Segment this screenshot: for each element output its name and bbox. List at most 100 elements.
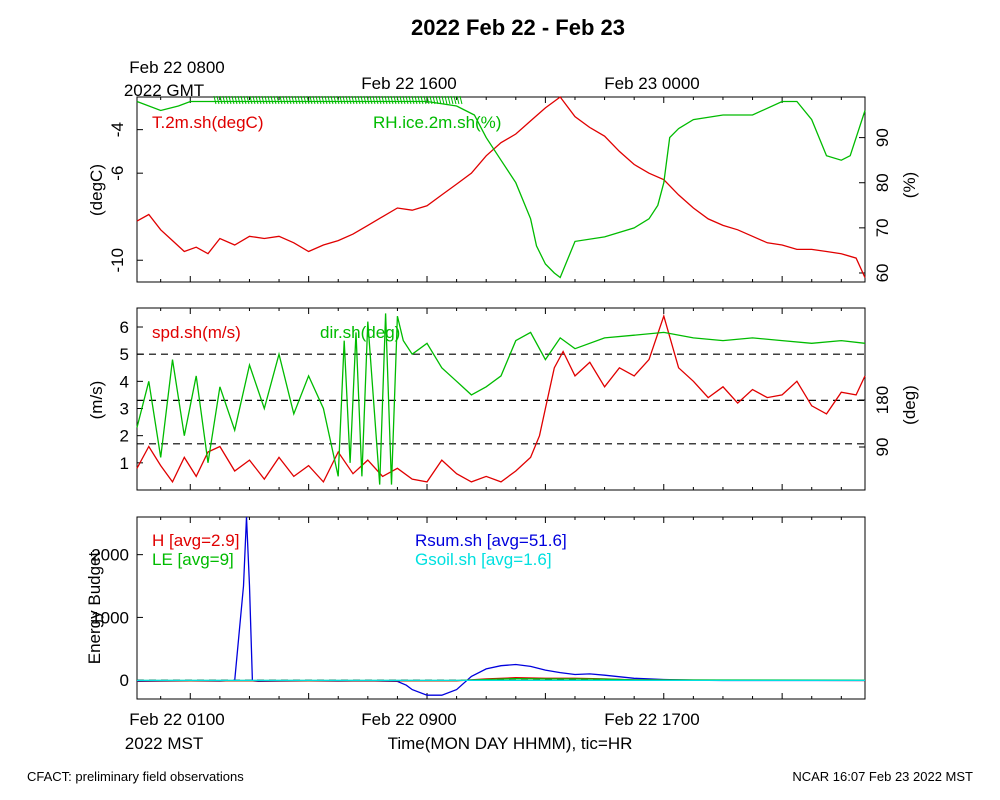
y-tick-label-right: 70 xyxy=(873,218,892,237)
saturation-marker xyxy=(276,95,280,105)
y-tick-label-left: -4 xyxy=(108,122,127,137)
saturation-marker xyxy=(333,95,337,105)
saturation-marker xyxy=(324,95,328,105)
saturation-marker xyxy=(390,95,394,105)
right-axis-label: (deg) xyxy=(900,385,919,425)
bottom-tick-label-2: Feb 22 1700 xyxy=(604,710,699,729)
saturation-marker xyxy=(351,95,355,105)
saturation-marker xyxy=(312,95,316,105)
panel-ticks: 1 2 3 4 5 6 90 180 xyxy=(120,308,892,490)
left-axis-label: Energy Budget xyxy=(85,551,104,664)
annotation-speed: spd.sh(m/s) xyxy=(152,323,241,342)
saturation-marker xyxy=(411,95,415,105)
saturation-marker xyxy=(414,95,418,105)
saturation-marker xyxy=(429,95,433,105)
y-tick-label-left: 1 xyxy=(120,454,129,473)
saturation-marker xyxy=(303,95,307,105)
saturation-marker-band xyxy=(213,95,463,105)
saturation-marker xyxy=(438,95,442,105)
panel-temperature-humidity: -4 -6 -10 60 70 80 90 T.2m.sh(degC) RH.ice.2m.… xyxy=(87,95,919,283)
saturation-marker xyxy=(294,95,298,105)
saturation-marker xyxy=(222,95,226,105)
saturation-marker xyxy=(354,95,358,105)
y-tick-label-left: 6 xyxy=(120,318,129,337)
top-tick-label-0: Feb 22 0800 xyxy=(129,58,224,77)
saturation-marker xyxy=(444,95,448,105)
saturation-marker xyxy=(219,95,223,105)
saturation-marker xyxy=(339,95,343,105)
saturation-marker xyxy=(375,95,379,105)
saturation-marker xyxy=(255,95,259,105)
saturation-marker xyxy=(327,95,331,105)
saturation-marker xyxy=(285,95,289,105)
saturation-marker xyxy=(420,95,424,105)
saturation-marker xyxy=(402,95,406,105)
panel-series xyxy=(136,313,866,485)
saturation-marker xyxy=(372,95,376,105)
saturation-marker xyxy=(378,95,382,105)
saturation-marker xyxy=(360,95,364,105)
saturation-marker xyxy=(237,95,241,105)
saturation-marker xyxy=(252,95,256,105)
saturation-marker xyxy=(384,95,388,105)
top-tick-label-2: Feb 23 0000 xyxy=(604,74,699,93)
y-tick-label-left: 5 xyxy=(120,345,129,364)
saturation-marker xyxy=(234,95,238,105)
saturation-marker xyxy=(297,95,301,105)
footer-left: CFACT: preliminary field observations xyxy=(27,769,244,784)
chart-title: 2022 Feb 22 - Feb 23 xyxy=(411,15,625,40)
saturation-marker xyxy=(396,95,400,105)
saturation-marker xyxy=(318,95,322,105)
saturation-marker xyxy=(267,95,271,105)
saturation-marker xyxy=(423,95,427,105)
y-tick-label-left: 2000 xyxy=(91,546,129,565)
top-tick-label-1: Feb 22 1600 xyxy=(361,74,456,93)
saturation-marker xyxy=(240,95,244,105)
annotation-temperature: T.2m.sh(degC) xyxy=(152,113,263,132)
saturation-marker xyxy=(342,95,346,105)
saturation-marker xyxy=(408,95,412,105)
saturation-marker xyxy=(450,95,454,105)
y-tick-label-right: 90 xyxy=(873,438,892,457)
panel-series xyxy=(136,516,866,696)
saturation-marker xyxy=(336,95,340,105)
saturation-marker xyxy=(282,95,286,105)
saturation-marker xyxy=(270,95,274,105)
panel-ticks: 0 1000 2000 xyxy=(91,517,842,699)
saturation-marker xyxy=(393,95,397,105)
y-tick-label-right: 60 xyxy=(873,264,892,283)
y-tick-label-right: 90 xyxy=(873,128,892,147)
saturation-marker xyxy=(315,95,319,105)
saturation-marker xyxy=(432,95,436,105)
saturation-marker xyxy=(387,95,391,105)
annotation-humidity: RH.ice.2m.sh(%) xyxy=(373,113,501,132)
saturation-marker xyxy=(453,95,457,105)
saturation-marker xyxy=(447,95,451,105)
saturation-marker xyxy=(369,95,373,105)
saturation-marker xyxy=(348,95,352,105)
saturation-marker xyxy=(381,95,385,105)
panel-energy-budget: 0 1000 2000 H [avg=2.9] LE [avg=9] Rsum.sh… xyxy=(85,516,866,700)
y-tick-label-left: -6 xyxy=(108,166,127,181)
saturation-marker xyxy=(441,95,445,105)
saturation-marker xyxy=(417,95,421,105)
bottom-tick-label-0: Feb 22 0100 xyxy=(129,710,224,729)
saturation-marker xyxy=(216,95,220,105)
y-tick-label-right: 80 xyxy=(873,173,892,192)
saturation-marker xyxy=(435,95,439,105)
saturation-marker xyxy=(321,95,325,105)
saturation-marker xyxy=(300,95,304,105)
y-tick-label-left: 4 xyxy=(120,372,129,391)
saturation-marker xyxy=(405,95,409,105)
saturation-marker xyxy=(345,95,349,105)
saturation-marker xyxy=(264,95,268,105)
annotation-gsoil: Gsoil.sh [avg=1.6] xyxy=(415,550,552,569)
y-tick-label-left: 1000 xyxy=(91,608,129,627)
saturation-marker xyxy=(243,95,247,105)
left-axis-label: (degC) xyxy=(87,164,106,216)
saturation-marker xyxy=(291,95,295,105)
saturation-marker xyxy=(456,95,460,105)
y-tick-label-left: 0 xyxy=(120,671,129,690)
saturation-marker xyxy=(228,95,232,105)
